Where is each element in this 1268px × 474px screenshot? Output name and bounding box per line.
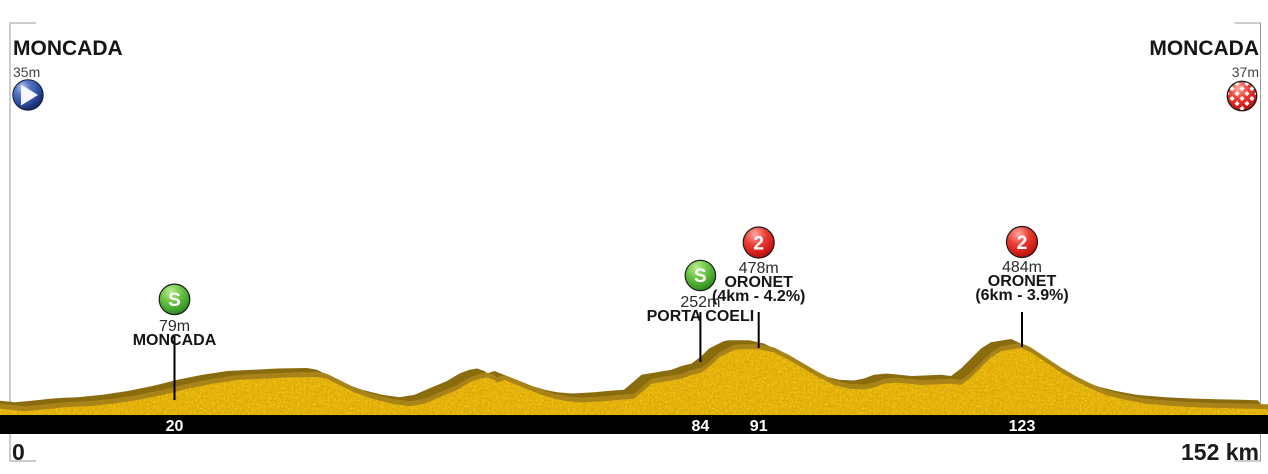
svg-text:2: 2 [1017,233,1028,254]
svg-text:S: S [168,290,181,311]
svg-text:2: 2 [753,234,764,255]
svg-text:S: S [694,266,707,287]
